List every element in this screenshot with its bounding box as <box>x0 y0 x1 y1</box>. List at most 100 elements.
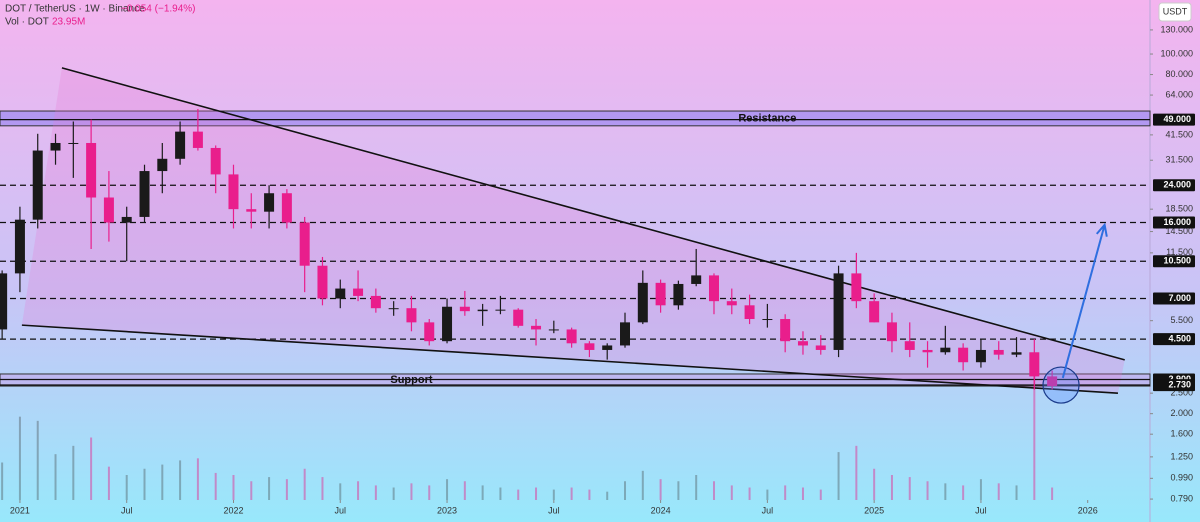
volume-bar <box>677 481 680 500</box>
level-label: 24.000 <box>1163 180 1191 190</box>
level-label: 2.730 <box>1168 379 1191 389</box>
volume-bar <box>944 483 947 500</box>
volume-bar <box>570 487 573 500</box>
volume-bar <box>979 479 982 500</box>
volume-bar <box>855 445 858 500</box>
volume-bar <box>357 481 360 500</box>
candle-body <box>655 282 666 306</box>
volume-bar <box>517 489 520 500</box>
candle-body <box>673 283 684 306</box>
candle-body <box>370 295 381 309</box>
trendline <box>21 324 1119 394</box>
volume-bar <box>784 485 787 500</box>
volume-bar <box>641 470 644 500</box>
volume-bar <box>36 420 39 500</box>
x-tick-label: 2023 <box>437 505 457 515</box>
candle-body <box>797 341 808 346</box>
volume-bar <box>1015 485 1018 500</box>
level-label: 2.900 <box>1168 374 1191 384</box>
x-tick-label: Jul <box>548 505 560 515</box>
candle-body <box>210 147 221 175</box>
candle-body <box>32 150 43 220</box>
volume-bar <box>499 487 502 500</box>
candle-body <box>175 131 186 159</box>
y-tick-label: 80.000 <box>1165 69 1193 79</box>
candle-body <box>1029 352 1040 377</box>
y-tick-label: 64.000 <box>1165 89 1193 99</box>
x-tick-label: Jul <box>762 505 774 515</box>
candle-body <box>50 142 61 151</box>
candle-body <box>86 142 97 198</box>
volume-bar <box>374 485 377 500</box>
candle-body <box>121 216 132 223</box>
volume-bar <box>819 489 822 500</box>
candle-body <box>228 174 239 210</box>
volume-bar <box>18 416 21 500</box>
candle-body <box>513 309 524 326</box>
volume-bar <box>143 468 146 500</box>
y-tick-label: 0.790 <box>1170 493 1193 503</box>
y-tick-label: 1.250 <box>1170 451 1193 461</box>
volume-bar <box>339 483 342 500</box>
y-tick-label: 11.500 <box>1166 247 1193 257</box>
symbol-title: DOT / TetherUS · 1W · Binance <box>5 4 145 15</box>
volume-bar <box>908 477 911 500</box>
candle-body <box>1047 376 1058 387</box>
volume-bar <box>410 483 413 500</box>
candle-body <box>281 193 292 223</box>
candle-body <box>0 273 8 330</box>
y-tick-label: 130.000 <box>1160 24 1193 34</box>
level-badge <box>1153 255 1195 268</box>
projection-arrow <box>1061 224 1106 379</box>
x-tick-label: 2026 <box>1078 505 1098 515</box>
volume-bar <box>125 475 128 500</box>
volume-bar <box>535 487 538 500</box>
volume-bar <box>837 452 840 500</box>
candle-body <box>317 265 328 299</box>
volume-label: Vol · DOT <box>5 17 49 28</box>
currency[interactable]: USDT <box>1163 6 1188 16</box>
y-tick-label: 100.000 <box>1160 48 1193 58</box>
candle-body <box>637 282 648 323</box>
volume-bar <box>712 481 715 500</box>
volume-bar <box>624 481 627 500</box>
y-tick-label: 0.990 <box>1170 473 1193 483</box>
level-badge <box>1153 179 1195 192</box>
volume-bar <box>321 477 324 500</box>
candle-body <box>192 131 203 148</box>
zone-label: Resistance <box>738 112 796 124</box>
volume-bar <box>997 483 1000 500</box>
candle-body <box>886 322 897 342</box>
volume-bar <box>446 479 449 500</box>
volume-bar <box>926 481 929 500</box>
volume-bar <box>1051 487 1054 500</box>
volume-bar <box>161 464 164 500</box>
candle-body <box>566 329 577 344</box>
currency-box[interactable] <box>1158 2 1192 22</box>
volume-bar <box>179 460 182 500</box>
candle-body <box>139 171 150 217</box>
x-tick-label: 2025 <box>864 505 884 515</box>
candle-body <box>584 343 595 350</box>
volume-bar <box>481 485 484 500</box>
volume-bar <box>54 454 57 500</box>
zone <box>0 110 1151 127</box>
level-label: 49.000 <box>1163 114 1191 124</box>
candle-body <box>851 273 862 302</box>
volume-bar <box>463 481 466 500</box>
x-tick-label: 2022 <box>223 505 243 515</box>
candle-body <box>353 288 364 296</box>
candle-body <box>246 209 257 212</box>
candle-body <box>833 273 844 350</box>
arrow-head <box>1095 222 1108 237</box>
candle-body <box>780 319 791 342</box>
candle-body <box>1011 352 1022 355</box>
candle-body <box>495 309 506 311</box>
y-tick-label: 5.500 <box>1170 315 1193 325</box>
volume-bar <box>285 479 288 500</box>
candle-body <box>335 288 346 299</box>
x-tick-label: 2021 <box>10 505 30 515</box>
candle-body <box>406 308 417 323</box>
candle-body <box>869 301 880 323</box>
